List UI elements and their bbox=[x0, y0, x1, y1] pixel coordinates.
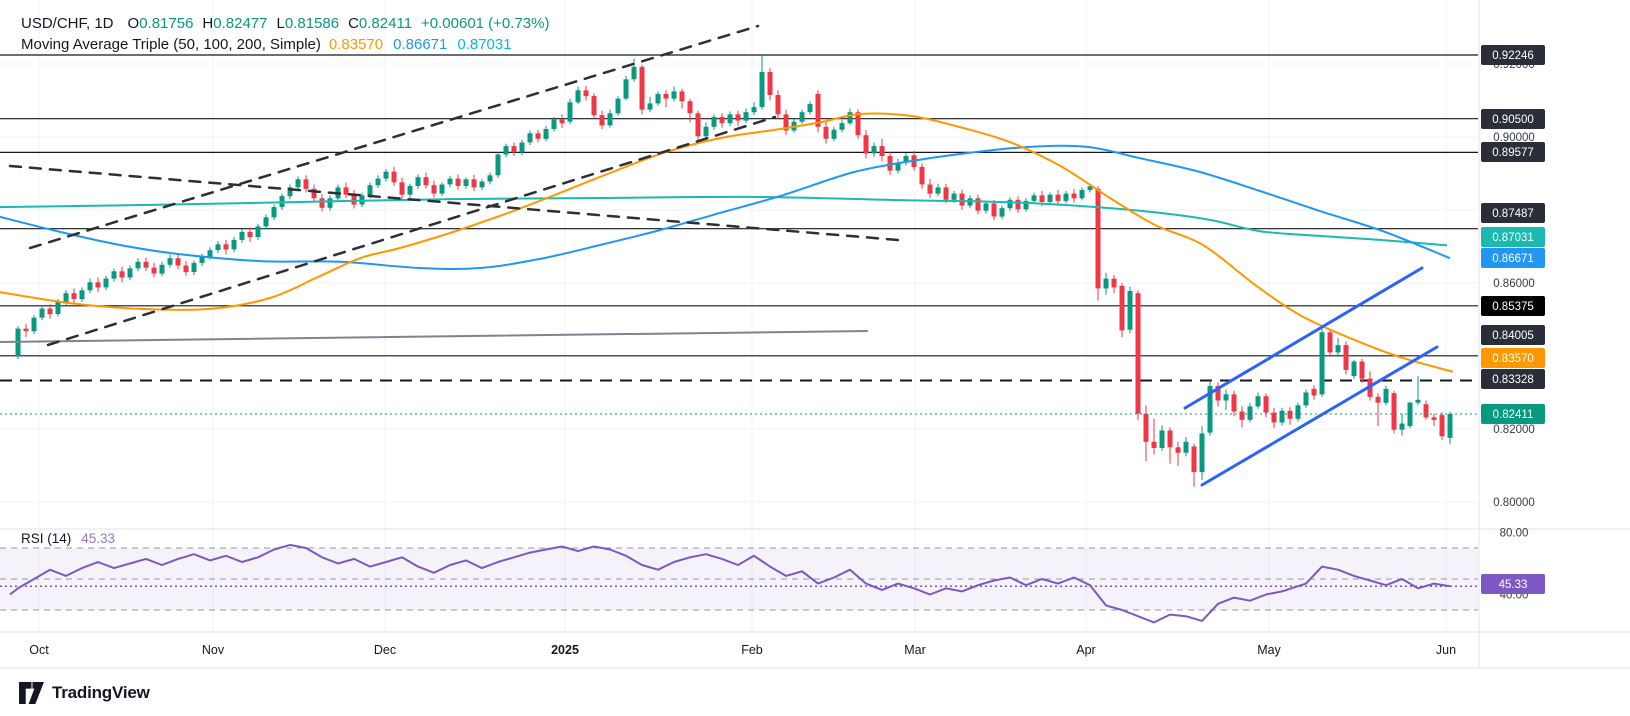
ma100-value: 0.86671 bbox=[393, 36, 448, 53]
indicator-title[interactable]: Moving Average Triple (50, 100, 200, Sim… bbox=[21, 36, 321, 53]
svg-text:0.87487: 0.87487 bbox=[1492, 208, 1534, 220]
tradingview-logo-icon bbox=[19, 681, 44, 705]
blue-channel-lower[interactable] bbox=[1200, 345, 1439, 487]
close-value: 0.82411 bbox=[358, 15, 413, 32]
blue-channel-upper[interactable] bbox=[1183, 266, 1424, 410]
svg-text:Mar: Mar bbox=[904, 643, 926, 657]
svg-text:Apr: Apr bbox=[1076, 643, 1095, 657]
symbol-title[interactable]: USD/CHF, 1D bbox=[21, 15, 114, 32]
svg-text:0.89577: 0.89577 bbox=[1492, 147, 1534, 159]
svg-text:0.90000: 0.90000 bbox=[1493, 132, 1535, 144]
svg-text:2025: 2025 bbox=[551, 643, 579, 657]
svg-text:0.82000: 0.82000 bbox=[1493, 424, 1535, 436]
tradingview-watermark[interactable]: TradingView bbox=[18, 681, 150, 705]
symbol-row[interactable]: USD/CHF, 1D O0.81756 H0.82477 L0.81586 C0.82… bbox=[21, 13, 549, 34]
indicator-row[interactable]: Moving Average Triple (50, 100, 200, Sim… bbox=[21, 34, 549, 55]
svg-text:0.83328: 0.83328 bbox=[1492, 374, 1534, 386]
gray-trendline[interactable] bbox=[0, 330, 868, 343]
svg-text:May: May bbox=[1257, 643, 1281, 657]
high-value: 0.82477 bbox=[213, 15, 268, 32]
dashed-descending-trendline[interactable] bbox=[8, 164, 900, 242]
svg-text:0.90500: 0.90500 bbox=[1492, 114, 1534, 126]
svg-text:0.87031: 0.87031 bbox=[1492, 232, 1534, 244]
ma200-line bbox=[0, 195, 1448, 247]
svg-text:0.86671: 0.86671 bbox=[1492, 253, 1534, 265]
ma200-value: 0.87031 bbox=[457, 36, 512, 53]
svg-text:Jun: Jun bbox=[1436, 643, 1456, 657]
svg-text:Feb: Feb bbox=[741, 643, 763, 657]
open-value: 0.81756 bbox=[139, 15, 194, 32]
high-label: H bbox=[202, 15, 214, 32]
brand-name: TradingView bbox=[52, 683, 150, 702]
price-axis-badges[interactable]: 0.92246 0.90500 0.89577 0.87487 0.87031 0.866… bbox=[1481, 45, 1545, 594]
svg-text:0.80000: 0.80000 bbox=[1493, 497, 1535, 509]
svg-text:Nov: Nov bbox=[202, 643, 225, 657]
svg-text:45.33: 45.33 bbox=[1499, 579, 1528, 591]
rsi-value: 45.33 bbox=[81, 531, 116, 546]
svg-text:0.84005: 0.84005 bbox=[1492, 330, 1534, 342]
symbol-legend: USD/CHF, 1D O0.81756 H0.82477 L0.81586 C0.82… bbox=[21, 13, 549, 55]
svg-text:0.92246: 0.92246 bbox=[1492, 50, 1534, 62]
svg-text:0.86000: 0.86000 bbox=[1493, 278, 1535, 290]
rsi-line bbox=[9, 543, 1451, 624]
low-label: L bbox=[276, 15, 285, 32]
svg-text:0.82411: 0.82411 bbox=[1493, 409, 1534, 421]
change-value: +0.00601 (+0.73%) bbox=[421, 15, 550, 32]
dashed-rising-channel-lower[interactable] bbox=[46, 115, 777, 347]
low-value: 0.81586 bbox=[284, 15, 340, 32]
svg-text:0.83570: 0.83570 bbox=[1492, 353, 1534, 365]
rsi-title[interactable]: RSI (14) bbox=[21, 531, 72, 546]
ma50-value: 0.83570 bbox=[328, 36, 384, 53]
open-label: O bbox=[127, 15, 140, 32]
rsi-legend[interactable]: RSI (14) 45.33 bbox=[21, 531, 115, 546]
ma50-line bbox=[0, 112, 1454, 373]
svg-text:0.85375: 0.85375 bbox=[1492, 301, 1534, 313]
ma100-line bbox=[0, 144, 1451, 271]
svg-text:Dec: Dec bbox=[374, 643, 396, 657]
svg-text:Oct: Oct bbox=[29, 643, 49, 657]
dashed-rising-channel-upper[interactable] bbox=[28, 24, 760, 250]
time-axis-labels[interactable]: Oct Nov Dec 2025 Feb Mar Apr May Jun bbox=[29, 643, 1456, 657]
candlestick-series bbox=[15, 54, 1453, 487]
svg-text:80.00: 80.00 bbox=[1500, 528, 1529, 540]
close-label: C bbox=[348, 15, 359, 32]
